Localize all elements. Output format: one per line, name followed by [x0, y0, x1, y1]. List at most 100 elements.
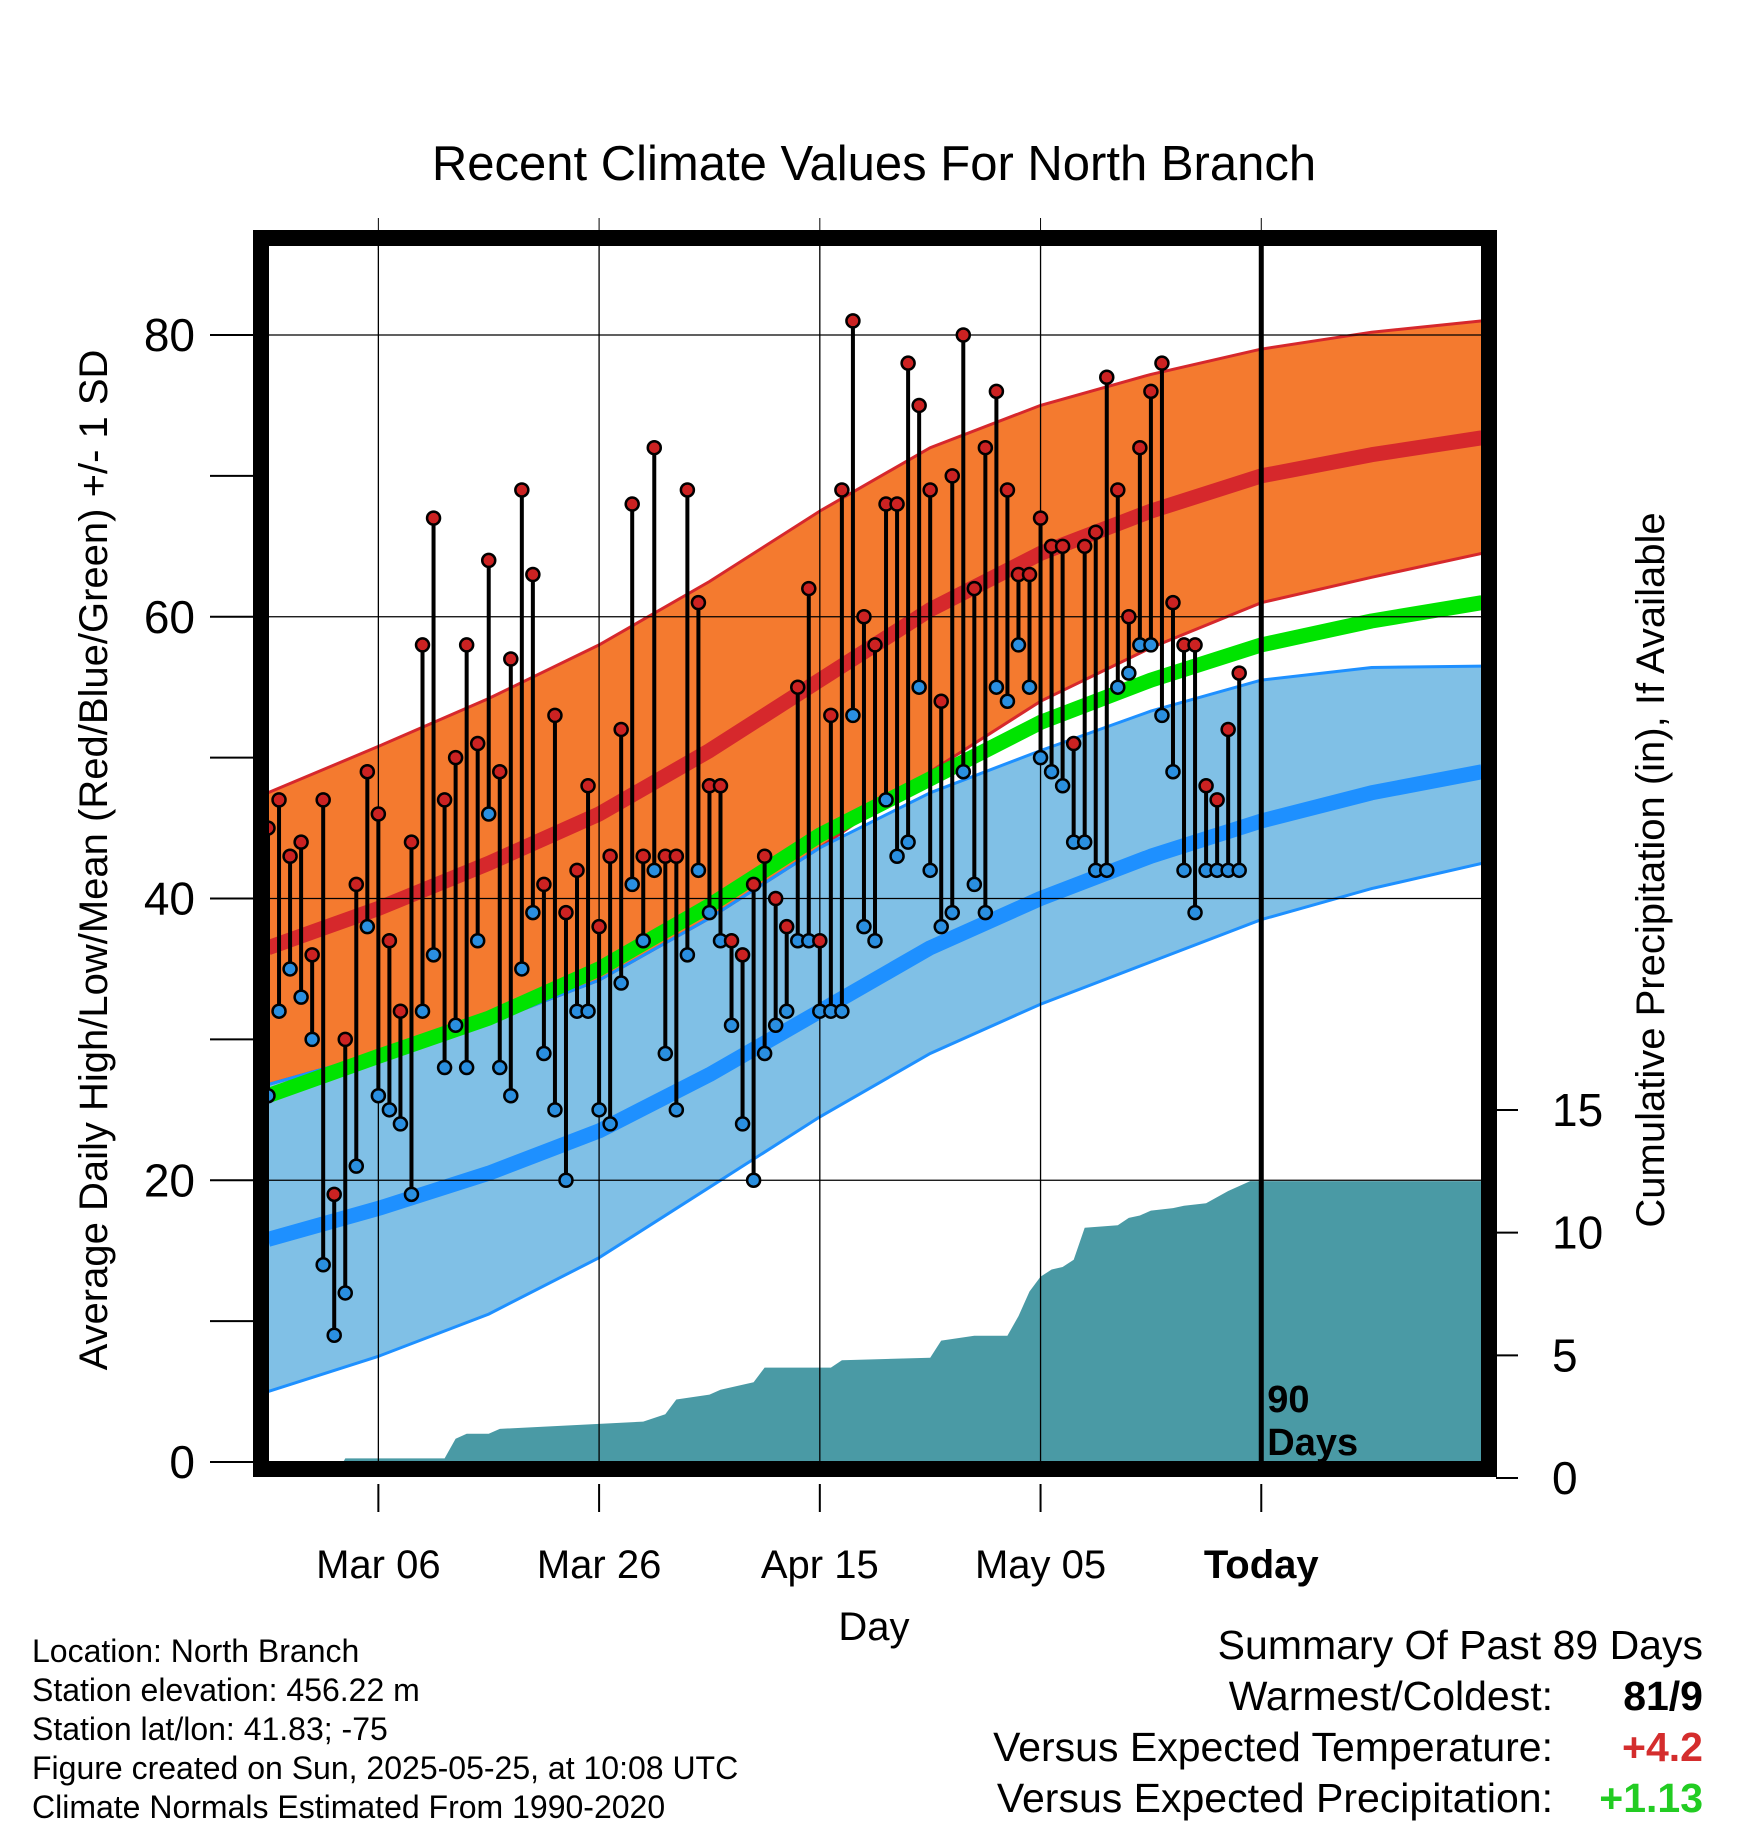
daily-low-point: [646, 862, 663, 879]
daily-low-point: [492, 1059, 508, 1076]
daily-low-point: [767, 1017, 784, 1034]
plot-frame: [253, 230, 1497, 1477]
daily-high-point: [1154, 355, 1170, 371]
daily-high-point: [624, 496, 640, 512]
daily-high-point: [1198, 778, 1214, 794]
daily-low-point: [370, 1087, 387, 1104]
daily-high-point: [547, 707, 563, 724]
daily-low-point: [679, 947, 696, 963]
daily-low-point: [602, 1116, 618, 1132]
daily-low-point: [381, 1102, 398, 1118]
daily-high-point: [1187, 637, 1203, 653]
y2-tick-label: 5: [1552, 1329, 1578, 1381]
daily-low-point: [469, 933, 486, 949]
daily-high-point: [447, 749, 464, 766]
latlon-text: Station lat/lon: 41.83; -75: [32, 1711, 388, 1747]
daily-high-point: [845, 313, 861, 329]
x-axis-label: Day: [838, 1605, 909, 1649]
daily-high-point: [789, 679, 806, 695]
daily-low-point: [745, 1172, 762, 1188]
daily-low-point: [591, 1102, 607, 1118]
daily-high-point: [613, 721, 629, 738]
daily-high-point: [778, 918, 795, 935]
daily-low-point: [922, 862, 938, 879]
daily-low-point: [1187, 904, 1203, 921]
y-tick-label: 0: [169, 1436, 195, 1488]
daily-low-point: [966, 876, 983, 893]
daily-high-point: [1099, 369, 1115, 386]
daily-high-point: [282, 848, 298, 864]
precip-anomaly-value: +1.13: [1599, 1775, 1703, 1821]
daily-low-point: [900, 834, 916, 850]
daily-low-point: [392, 1116, 409, 1132]
daily-high-point: [1231, 665, 1247, 681]
daily-high-point: [591, 918, 607, 935]
daily-high-point: [944, 468, 961, 484]
daily-low-point: [1032, 749, 1049, 766]
daily-high-point: [293, 834, 309, 850]
y-tick-label: 60: [144, 591, 195, 643]
daily-low-point: [635, 933, 651, 949]
daily-high-point: [503, 651, 519, 667]
y2-tick-label: 0: [1552, 1452, 1578, 1504]
daily-low-point: [359, 918, 376, 935]
daily-high-point: [268, 820, 276, 836]
x-tick-label: Mar 26: [537, 1543, 662, 1587]
daily-high-point: [370, 806, 387, 822]
daily-low-point: [1154, 707, 1170, 724]
daily-low-point: [701, 904, 718, 921]
daily-low-point: [1099, 862, 1115, 879]
daily-high-point: [955, 327, 972, 343]
daily-low-point: [1054, 778, 1071, 794]
y2-tick-label: 15: [1552, 1084, 1603, 1136]
warm-cold-value: 81/9: [1623, 1673, 1703, 1719]
daily-low-point: [1010, 637, 1027, 653]
y2-tick-label: 10: [1552, 1207, 1603, 1259]
daily-low-point: [558, 1172, 574, 1188]
daily-high-point: [911, 397, 927, 414]
daily-low-point: [282, 961, 298, 977]
today-window-label: 90: [1267, 1379, 1309, 1421]
high-sd-upper-line: [268, 319, 1482, 795]
daily-low-point: [525, 904, 541, 921]
chart-title: Recent Climate Values For North Branch: [432, 137, 1316, 191]
daily-high-point: [425, 510, 442, 526]
daily-low-point: [834, 1003, 850, 1019]
daily-high-point: [436, 792, 453, 808]
daily-low-point: [1121, 665, 1137, 681]
x-tick-label: Mar 06: [316, 1543, 441, 1587]
daily-low-point: [271, 1003, 287, 1019]
y2-axis-label: Cumulative Precipitation (in), If Availa…: [1629, 512, 1673, 1227]
normals-text: Climate Normals Estimated From 1990-2020: [32, 1789, 666, 1825]
daily-high-point: [469, 735, 486, 752]
daily-high-point: [602, 848, 618, 864]
daily-low-point: [889, 848, 905, 864]
daily-high-point: [569, 862, 585, 879]
low-mean-line: [268, 764, 1482, 1247]
y-tick-label: 40: [144, 873, 195, 925]
daily-high-point: [999, 482, 1016, 498]
daily-high-point: [403, 834, 420, 850]
daily-high-point: [712, 778, 729, 794]
daily-low-point: [536, 1045, 552, 1062]
daily-high-point: [756, 848, 773, 864]
daily-high-point: [492, 763, 508, 780]
y-axis-label: Average Daily High/Low/Mean (Red/Blue/Gr…: [72, 350, 116, 1371]
daily-low-point: [447, 1017, 464, 1034]
daily-low-point: [268, 1087, 276, 1104]
daily-low-point: [734, 1116, 751, 1132]
daily-high-point: [1087, 524, 1104, 540]
daily-low-point: [1231, 862, 1247, 879]
daily-low-point: [1043, 763, 1060, 780]
daily-high-point: [1065, 735, 1082, 752]
daily-low-point: [1165, 763, 1181, 780]
daily-high-point: [767, 890, 784, 907]
daily-low-point: [326, 1327, 342, 1343]
daily-high-point: [1132, 439, 1148, 456]
daily-low-point: [425, 947, 442, 963]
daily-high-point: [834, 482, 850, 498]
daily-high-point: [514, 482, 530, 498]
daily-high-point: [690, 594, 707, 611]
